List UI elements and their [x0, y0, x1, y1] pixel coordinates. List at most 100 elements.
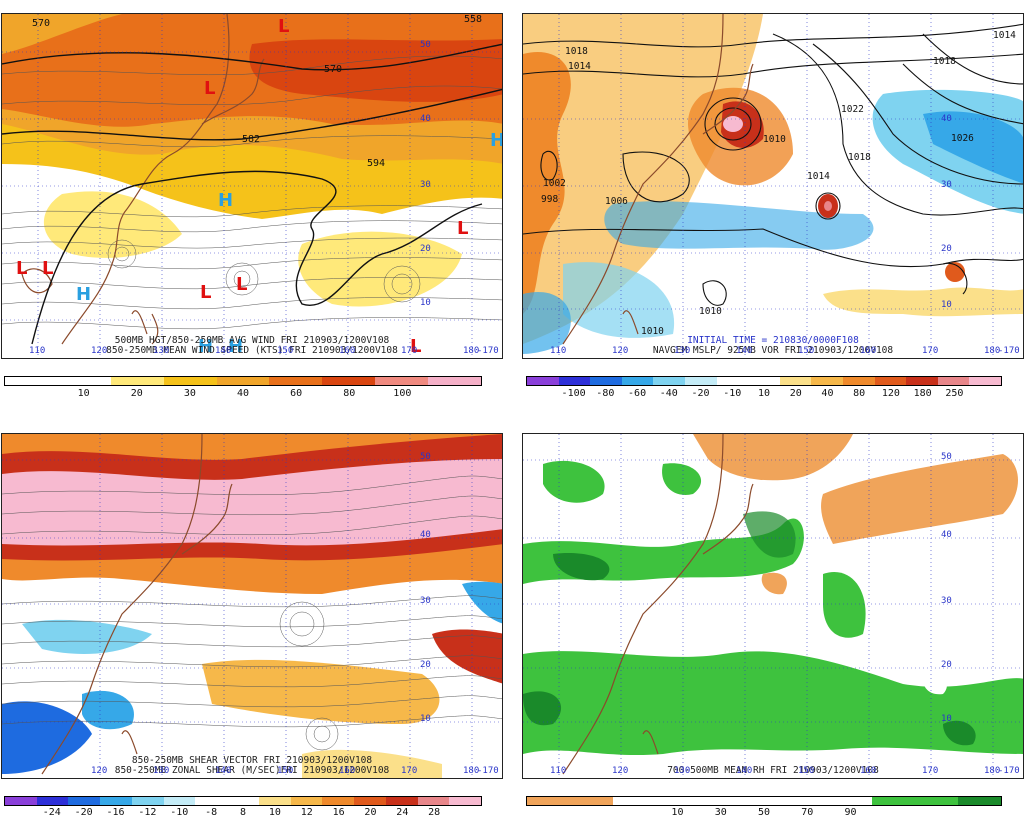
colorbar-swatch	[785, 797, 829, 805]
lon-label: 170	[401, 346, 418, 356]
lon-label: 160	[860, 766, 877, 776]
colorbar-swatch	[322, 797, 355, 805]
colorbar-swatch	[684, 377, 717, 385]
colorbar-swatch	[216, 377, 270, 385]
colorbar-swatch	[417, 797, 450, 805]
colorbar-swatch	[100, 797, 132, 805]
lon-label: 120	[612, 766, 629, 776]
lon-label: 150	[277, 766, 294, 776]
lon-label: -170	[998, 346, 1020, 356]
colorbar-tick-label: 10	[77, 388, 90, 399]
isobars	[523, 23, 1023, 306]
colorbar-vorticity	[526, 376, 1002, 386]
colorbar-tick-label: 30	[183, 388, 196, 399]
lon-labels-panel4: 110 120 130 140 150 160 170 180 -170	[522, 766, 1024, 778]
colorbar-swatch	[354, 797, 386, 805]
colorbar-swatch	[716, 377, 749, 385]
colorbar-tick-label: 20	[130, 388, 143, 399]
panel-caption-line2: 850-250MB MEAN WIND SPEED (KTS) FRI 2109…	[106, 345, 398, 356]
lon-label: 160	[860, 346, 877, 356]
colorbar-swatch	[36, 797, 69, 805]
map-zonal-shear	[2, 434, 502, 778]
colorbar-swatch	[385, 797, 418, 805]
latlon-grid	[2, 434, 502, 778]
colorbar-swatch	[742, 797, 786, 805]
colorbar-tick-label: 10	[671, 807, 684, 818]
rh-shading	[523, 434, 1023, 756]
lat-label: 50	[941, 452, 952, 462]
isobar-label: 998	[541, 194, 558, 205]
shear-streamlines	[2, 475, 502, 751]
coastlines	[562, 434, 754, 775]
colorbar-swatch	[699, 797, 743, 805]
colorbar-swatch	[428, 377, 482, 385]
colorbar-tick-label: -10	[723, 388, 742, 399]
lon-label: 150	[798, 766, 815, 776]
colorbar-swatch	[322, 377, 376, 385]
colorbar-tick-label: 8	[239, 807, 247, 818]
colorbar-swatch	[914, 797, 958, 805]
isobar-label: 1010	[641, 326, 664, 337]
low-pressure-marker: L	[200, 282, 212, 303]
isobar-label: 1014	[993, 30, 1016, 41]
colorbar-swatch	[969, 377, 1001, 385]
panel-mean-rh: 50 40 30 20 10 700-500MB MEAN RH FRI 210…	[522, 433, 1024, 779]
lon-label: -170	[998, 766, 1020, 776]
colorbar-tick-label: 70	[801, 807, 814, 818]
colorbar-tick-label: 30	[714, 807, 727, 818]
colorbar-tick-label: 20	[789, 388, 802, 399]
colorbar-swatch	[621, 377, 654, 385]
colorbar-tick-label: -40	[659, 388, 678, 399]
lon-label: 110	[550, 346, 567, 356]
lon-label: 150	[798, 346, 815, 356]
isobar-label: 1002	[543, 178, 566, 189]
isobar-label: 1006	[605, 196, 628, 207]
colorbar-swatch	[874, 377, 907, 385]
isobar-label: 1010	[763, 134, 786, 145]
lon-label: 120	[91, 766, 108, 776]
lat-label: 20	[941, 660, 952, 670]
lon-label: 180	[984, 766, 1001, 776]
colorbar-labels-vorticity: -100 -80 -60 -40 -20 -10 10 20 40 80 120 180 250	[526, 388, 1002, 400]
colorbar-tick-label: -8	[205, 807, 218, 818]
high-pressure-marker: H	[76, 284, 92, 305]
colorbar-tick-label: -16	[106, 807, 125, 818]
lon-label: 140	[215, 766, 232, 776]
colorbar-tick-label: 40	[821, 388, 834, 399]
map-mean-rh	[523, 434, 1023, 778]
coastlines	[41, 434, 233, 775]
colorbar-zonal-shear	[4, 796, 482, 806]
colorbar-swatch	[227, 797, 259, 805]
colorbar-swatch	[57, 377, 111, 385]
colorbar-tick-label: -80	[596, 388, 615, 399]
low-pressure-marker: L	[410, 336, 422, 357]
lat-label: 50	[420, 452, 431, 462]
contour-label: 582	[242, 134, 260, 145]
colorbar-swatch	[290, 797, 323, 805]
lon-label: 180	[463, 346, 480, 356]
colorbar-labels-zonal-shear: -24 -20 -16 -12 -10 -8 8 10 12 16 20 24 28	[4, 807, 482, 819]
low-pressure-marker: L	[16, 258, 28, 279]
colorbar-swatch	[828, 797, 872, 805]
colorbar-swatch	[131, 797, 164, 805]
lon-label: 140	[736, 346, 753, 356]
colorbar-tick-label: 180	[913, 388, 932, 399]
isobar-label: 1026	[951, 133, 974, 144]
wind-20kt-patch	[43, 191, 183, 258]
lon-label: 130	[674, 766, 691, 776]
lon-label: 150	[277, 346, 294, 356]
colorbar-swatch	[527, 377, 559, 385]
colorbar-tick-label: -60	[628, 388, 647, 399]
colorbar-swatch	[258, 797, 291, 805]
vorticity-shading	[523, 14, 1023, 354]
contour-label: 594	[367, 158, 385, 169]
isobar-label: 1014	[568, 61, 591, 72]
wind-20kt-patch-2	[298, 231, 462, 307]
colorbar-tick-label: 40	[236, 388, 250, 399]
colorbar-labels-wind-speed: 10 20 30 40 60 80 100	[4, 388, 482, 400]
isobar-label: 1018	[848, 152, 871, 163]
colorbar-tick-label: -20	[691, 388, 710, 399]
lon-label: 140	[215, 346, 232, 356]
coastlines	[21, 14, 265, 345]
colorbar-tick-label: -20	[74, 807, 93, 818]
